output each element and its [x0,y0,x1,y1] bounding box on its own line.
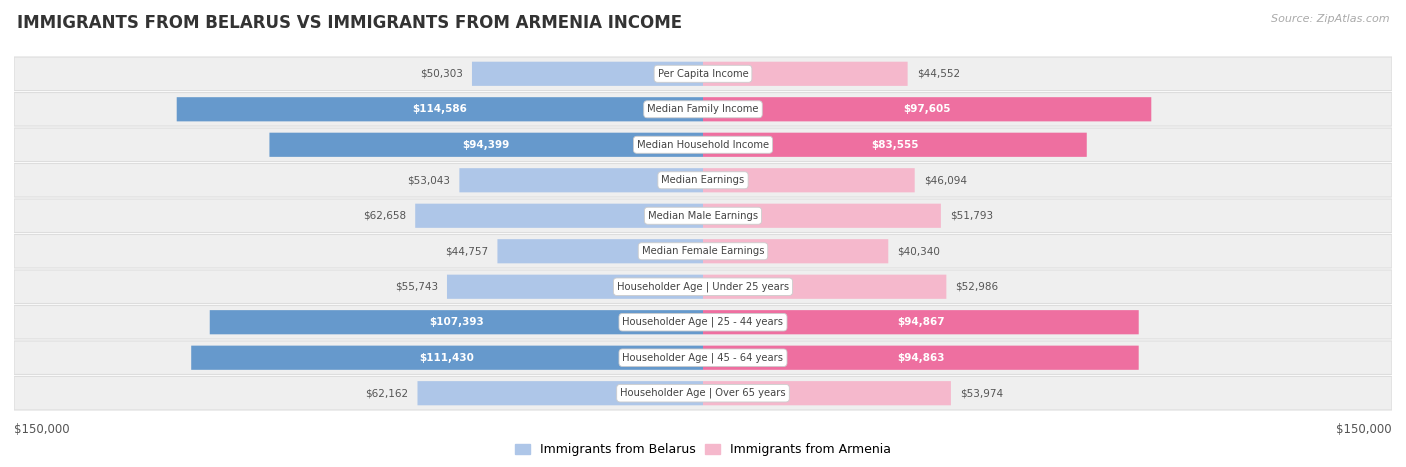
FancyBboxPatch shape [14,57,1392,91]
FancyBboxPatch shape [14,376,1392,410]
FancyBboxPatch shape [460,168,703,192]
Text: Median Earnings: Median Earnings [661,175,745,185]
Text: $150,000: $150,000 [1336,423,1392,436]
FancyBboxPatch shape [703,346,1139,370]
FancyBboxPatch shape [14,163,1392,197]
FancyBboxPatch shape [270,133,703,157]
FancyBboxPatch shape [14,92,1392,126]
Text: $107,393: $107,393 [429,317,484,327]
FancyBboxPatch shape [703,97,1152,121]
FancyBboxPatch shape [447,275,703,299]
FancyBboxPatch shape [703,62,908,86]
FancyBboxPatch shape [415,204,703,228]
Text: $62,658: $62,658 [363,211,406,221]
Text: $150,000: $150,000 [14,423,70,436]
Text: $62,162: $62,162 [366,388,408,398]
Text: Householder Age | 25 - 44 years: Householder Age | 25 - 44 years [623,317,783,327]
Legend: Immigrants from Belarus, Immigrants from Armenia: Immigrants from Belarus, Immigrants from… [509,439,897,461]
Text: $52,986: $52,986 [956,282,998,292]
FancyBboxPatch shape [703,275,946,299]
FancyBboxPatch shape [14,270,1392,304]
Text: $111,430: $111,430 [419,353,475,363]
FancyBboxPatch shape [209,310,703,334]
FancyBboxPatch shape [703,381,950,405]
FancyBboxPatch shape [418,381,703,405]
Text: Median Family Income: Median Family Income [647,104,759,114]
FancyBboxPatch shape [14,341,1392,375]
FancyBboxPatch shape [703,239,889,263]
FancyBboxPatch shape [703,204,941,228]
FancyBboxPatch shape [703,133,1087,157]
Text: $94,867: $94,867 [897,317,945,327]
Text: $40,340: $40,340 [897,246,941,256]
FancyBboxPatch shape [472,62,703,86]
Text: $53,974: $53,974 [960,388,1004,398]
Text: Householder Age | Over 65 years: Householder Age | Over 65 years [620,388,786,398]
Text: $44,757: $44,757 [446,246,488,256]
FancyBboxPatch shape [14,199,1392,233]
Text: Median Female Earnings: Median Female Earnings [641,246,765,256]
FancyBboxPatch shape [177,97,703,121]
Text: $53,043: $53,043 [408,175,450,185]
FancyBboxPatch shape [498,239,703,263]
Text: $46,094: $46,094 [924,175,967,185]
Text: Per Capita Income: Per Capita Income [658,69,748,79]
Text: Median Male Earnings: Median Male Earnings [648,211,758,221]
Text: $51,793: $51,793 [950,211,993,221]
Text: $50,303: $50,303 [420,69,463,79]
Text: $94,863: $94,863 [897,353,945,363]
FancyBboxPatch shape [191,346,703,370]
FancyBboxPatch shape [703,168,915,192]
Text: Median Household Income: Median Household Income [637,140,769,150]
Text: Householder Age | Under 25 years: Householder Age | Under 25 years [617,282,789,292]
Text: $94,399: $94,399 [463,140,510,150]
Text: Householder Age | 45 - 64 years: Householder Age | 45 - 64 years [623,353,783,363]
Text: $114,586: $114,586 [412,104,467,114]
Text: $44,552: $44,552 [917,69,960,79]
FancyBboxPatch shape [14,234,1392,268]
FancyBboxPatch shape [703,310,1139,334]
FancyBboxPatch shape [14,305,1392,339]
FancyBboxPatch shape [14,128,1392,162]
Text: IMMIGRANTS FROM BELARUS VS IMMIGRANTS FROM ARMENIA INCOME: IMMIGRANTS FROM BELARUS VS IMMIGRANTS FR… [17,14,682,32]
Text: Source: ZipAtlas.com: Source: ZipAtlas.com [1271,14,1389,24]
Text: $83,555: $83,555 [872,140,918,150]
Text: $97,605: $97,605 [904,104,950,114]
Text: $55,743: $55,743 [395,282,437,292]
